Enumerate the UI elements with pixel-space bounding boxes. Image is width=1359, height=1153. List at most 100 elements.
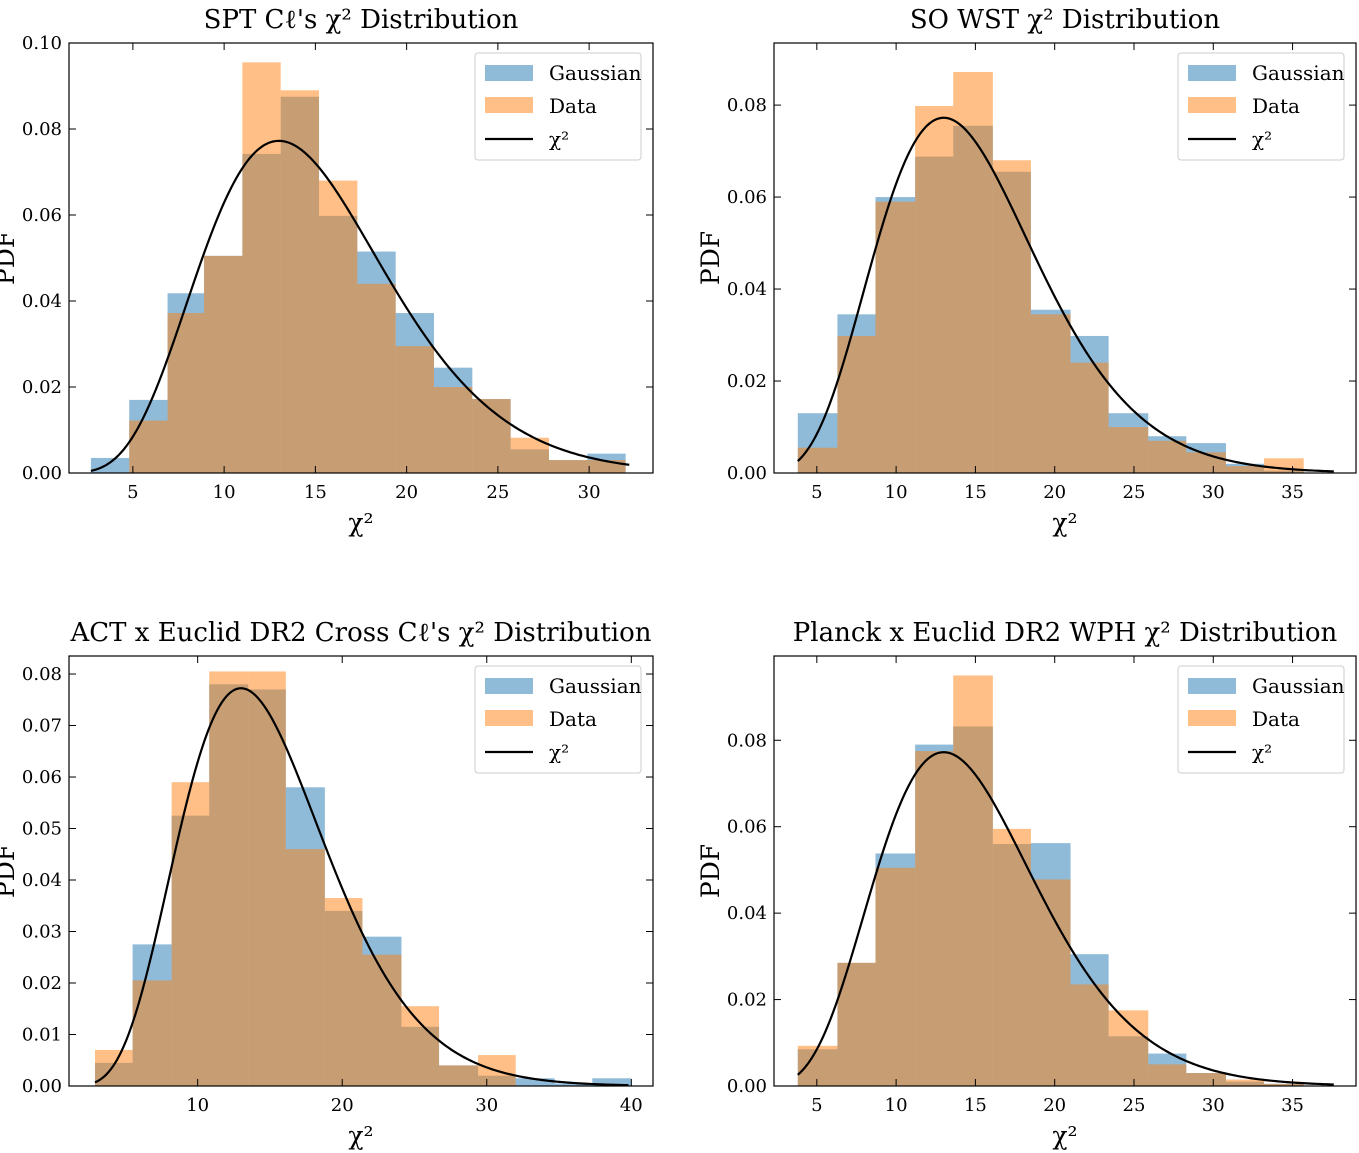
chart-title: ACT x Euclid DR2 Cross Cℓ's χ² Distribut… xyxy=(70,618,652,648)
bar-data xyxy=(1108,427,1149,473)
bar-data xyxy=(1148,440,1187,473)
y-tick-label: 0.04 xyxy=(22,870,62,891)
y-tick-label: 0.06 xyxy=(727,187,767,208)
y-tick-label: 0.00 xyxy=(727,463,767,484)
x-tick-label: 5 xyxy=(811,1095,822,1116)
bar-data xyxy=(953,675,993,1086)
plot-frame xyxy=(68,655,654,1087)
bar-data xyxy=(797,447,838,473)
bar-data xyxy=(1225,466,1265,473)
plot-frame xyxy=(773,42,1357,474)
bar-data xyxy=(319,180,358,473)
x-tick-label: 25 xyxy=(486,482,509,503)
bar-data xyxy=(129,420,168,473)
x-axis-label: χ² xyxy=(348,508,373,537)
x-tick-label: 35 xyxy=(1281,1095,1304,1116)
bar-data xyxy=(357,283,396,473)
x-tick-label: 30 xyxy=(1202,1095,1225,1116)
legend-label-chi2: χ² xyxy=(549,740,569,764)
legend-label-gaussian: Gaussian xyxy=(549,674,642,698)
x-tick-label: 30 xyxy=(578,482,601,503)
bar-data xyxy=(395,346,434,473)
y-tick-label: 0.01 xyxy=(22,1025,62,1046)
legend-label-data: Data xyxy=(549,707,597,731)
bar-data xyxy=(362,954,402,1086)
y-tick-label: 0.02 xyxy=(727,371,767,392)
legend-label-data: Data xyxy=(1252,707,1300,731)
x-tick-label: 25 xyxy=(1123,1095,1146,1116)
legend-label-gaussian: Gaussian xyxy=(549,61,642,85)
x-axis-label: χ² xyxy=(1052,508,1077,537)
legend-swatch-gaussian xyxy=(485,65,533,81)
y-tick-label: 0.04 xyxy=(727,279,767,300)
bar-data xyxy=(915,106,954,474)
legend-label-data: Data xyxy=(549,94,597,118)
bar-gaussian xyxy=(515,1078,555,1086)
y-tick-label: 0.06 xyxy=(22,205,62,226)
legend: Gaussian Data χ² xyxy=(474,665,642,774)
chi2-curve xyxy=(94,687,629,1087)
plot-frame xyxy=(68,42,654,474)
bar-data xyxy=(1264,458,1304,473)
legend-label-chi2: χ² xyxy=(1252,740,1272,764)
bar-data xyxy=(171,782,210,1086)
legend: Gaussian Data χ² xyxy=(474,52,642,161)
panel-planck-euclid-wph: Planck x Euclid DR2 WPH χ² Distribution 5… xyxy=(696,618,1357,1150)
bar-data xyxy=(434,387,473,473)
y-tick-label: 0.03 xyxy=(22,922,62,943)
bar-data xyxy=(837,335,876,473)
bar-data xyxy=(1148,1064,1187,1086)
bar-data xyxy=(875,201,916,474)
legend-label-data: Data xyxy=(1252,94,1300,118)
bar-data xyxy=(242,62,281,473)
legend-swatch-data xyxy=(485,97,533,113)
bar-data xyxy=(875,867,916,1086)
bar-data xyxy=(285,849,325,1086)
y-axis-label: PDF xyxy=(696,844,725,898)
y-axis-label: PDF xyxy=(0,231,20,285)
y-tick-label: 0.02 xyxy=(22,973,62,994)
bar-data xyxy=(1186,1073,1226,1086)
x-axis-label: χ² xyxy=(348,1121,373,1150)
bar-gaussian xyxy=(554,1083,593,1086)
y-tick-label: 0.00 xyxy=(22,1076,62,1097)
bar-data xyxy=(1030,314,1071,473)
y-axis-label: PDF xyxy=(696,231,725,285)
y-tick-label: 0.08 xyxy=(727,95,767,116)
chart-title: SO WST χ² Distribution xyxy=(910,5,1220,35)
legend: Gaussian Data χ² xyxy=(1177,52,1345,161)
bar-data xyxy=(167,313,205,473)
legend-label-chi2: χ² xyxy=(549,127,569,151)
bar-gaussian xyxy=(90,457,130,473)
x-tick-label: 20 xyxy=(331,1095,354,1116)
legend: Gaussian Data χ² xyxy=(1177,665,1345,774)
bar-data xyxy=(915,751,954,1086)
panel-so-wst: SO WST χ² Distribution 5 10 15 20 25 30 35 0.00 0… xyxy=(696,5,1357,537)
x-tick-label: 10 xyxy=(885,482,908,503)
x-tick-label: 5 xyxy=(127,482,138,503)
chi2-curve xyxy=(90,139,630,472)
x-tick-label: 20 xyxy=(1043,482,1066,503)
y-tick-label: 0.08 xyxy=(727,730,767,751)
y-tick-label: 0.05 xyxy=(22,819,62,840)
bar-data xyxy=(1264,1083,1304,1086)
y-tick-label: 0.02 xyxy=(22,377,62,398)
y-tick-label: 0.06 xyxy=(22,767,62,788)
bar-data xyxy=(548,460,588,473)
x-tick-label: 5 xyxy=(811,482,822,503)
y-tick-label: 0.06 xyxy=(727,817,767,838)
y-tick-label: 0.00 xyxy=(727,1076,767,1097)
series-data xyxy=(95,671,516,1086)
bar-data xyxy=(992,160,1031,474)
legend-swatch-gaussian xyxy=(1188,65,1236,81)
bar-data xyxy=(204,255,243,473)
x-tick-label: 10 xyxy=(885,1095,908,1116)
bar-data xyxy=(1070,984,1109,1086)
bar-data xyxy=(510,437,549,473)
legend-swatch-data xyxy=(1188,710,1236,726)
x-tick-label: 15 xyxy=(964,1095,987,1116)
chi2-curve xyxy=(797,751,1334,1086)
bar-data xyxy=(401,1006,440,1086)
x-tick-label: 10 xyxy=(213,482,236,503)
